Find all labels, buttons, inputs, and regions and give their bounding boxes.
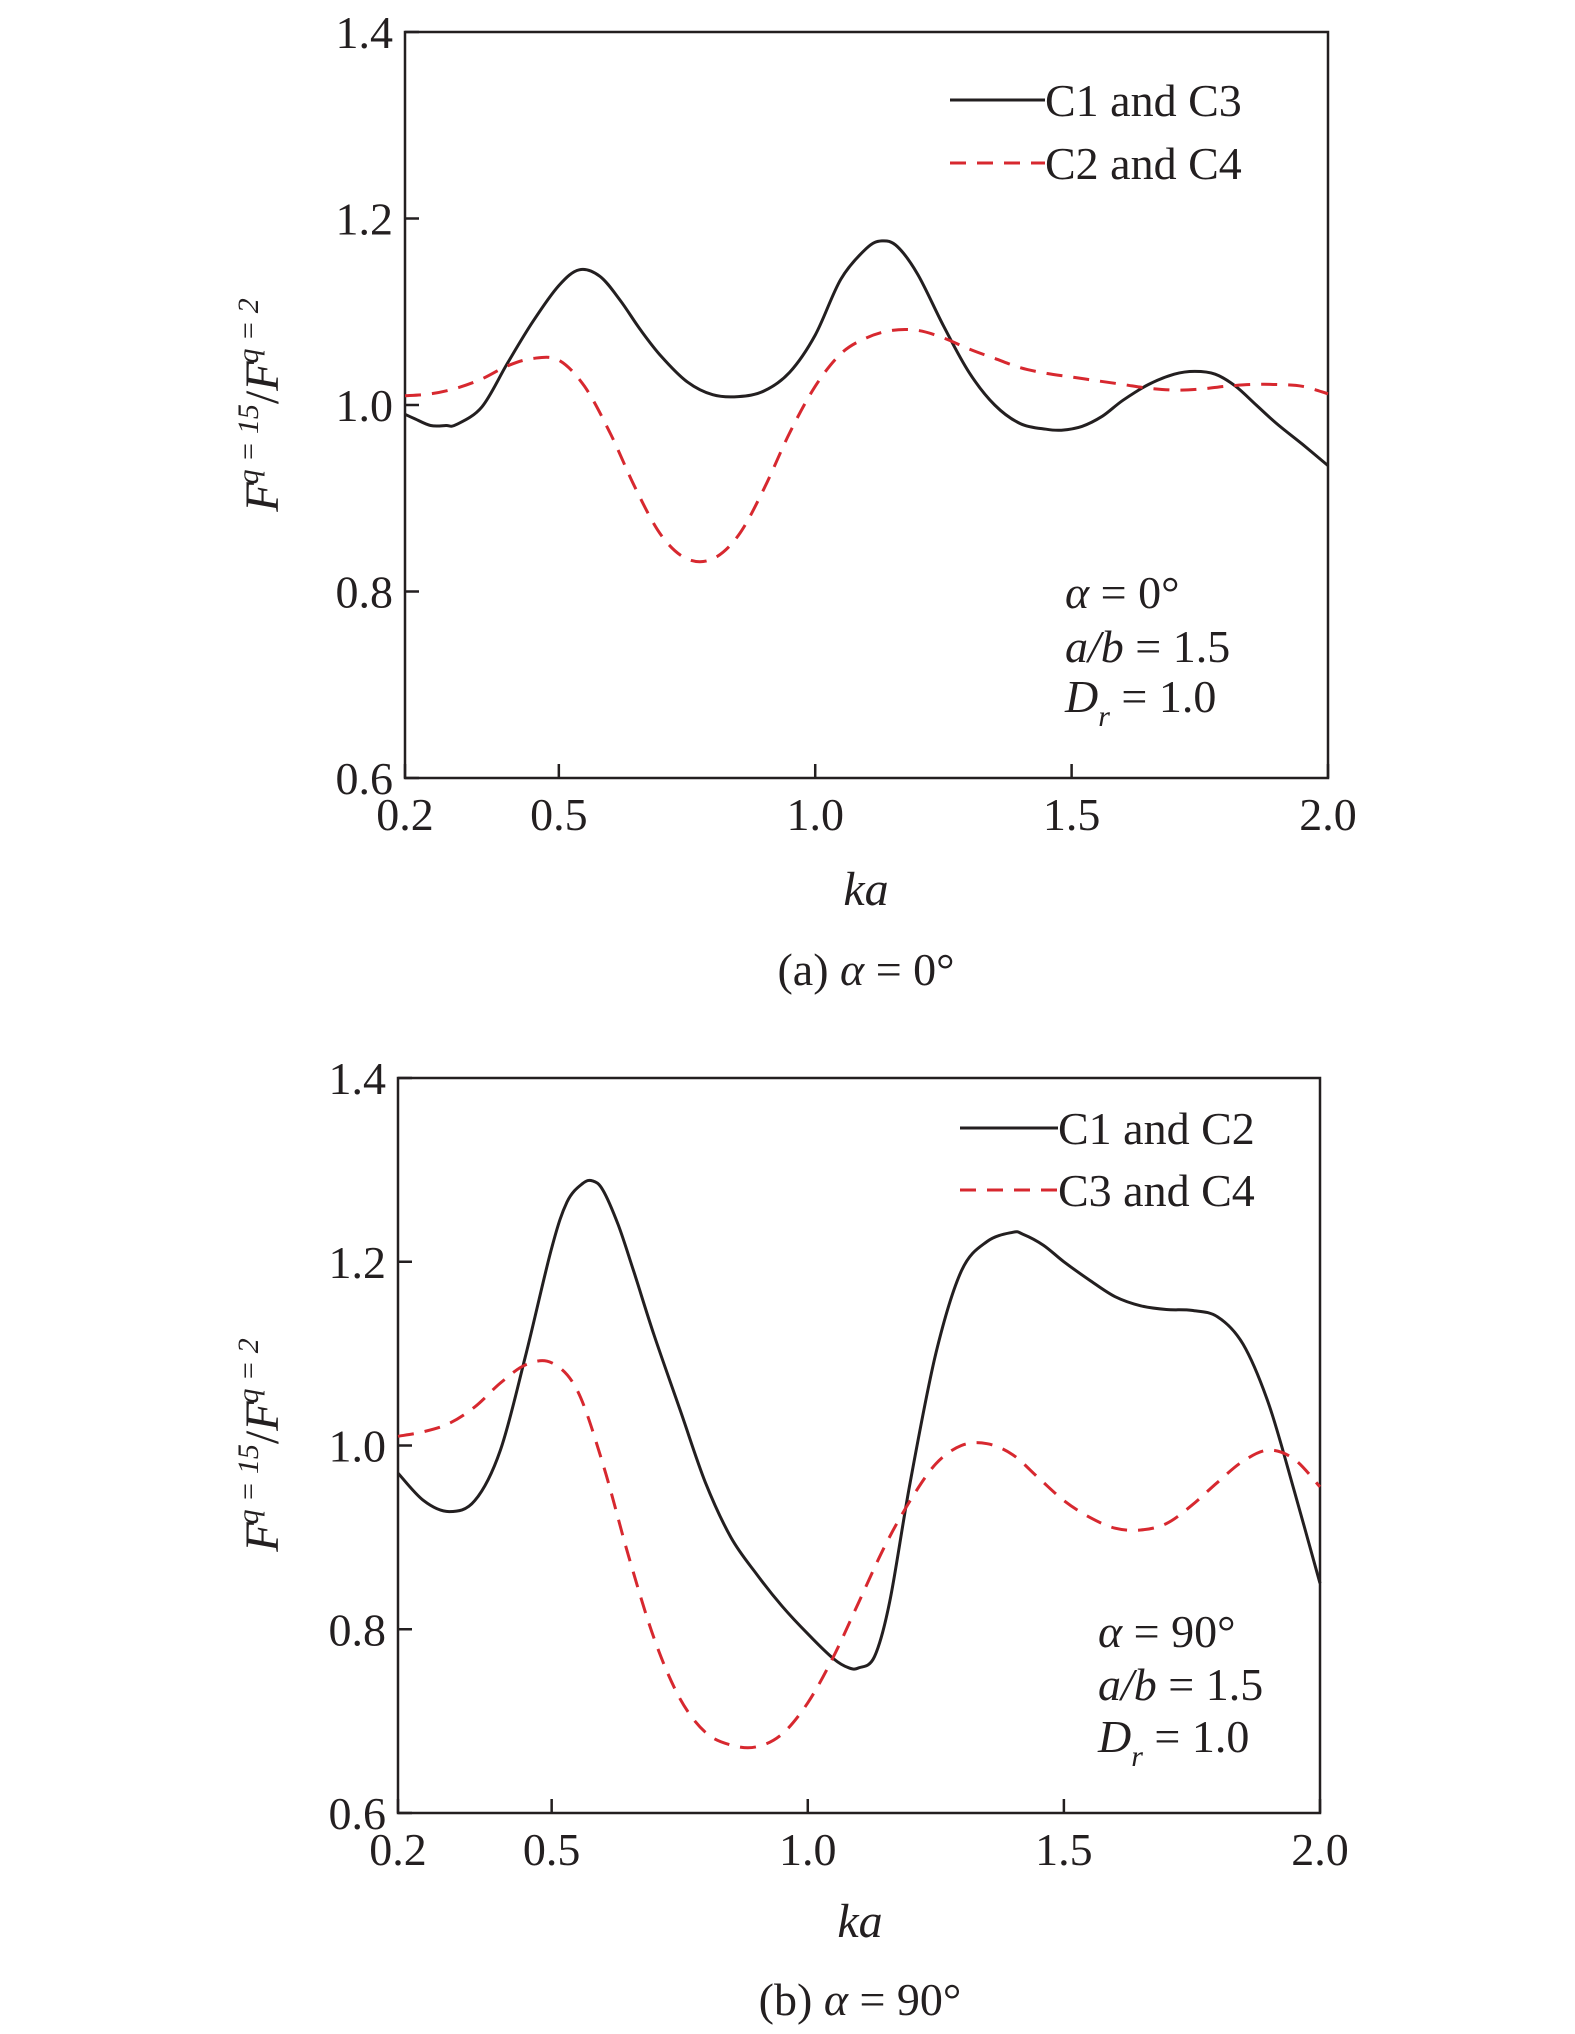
x-axis-label-a: ka [843,863,888,916]
series-lines-a [404,239,1329,564]
legend-label-series-2: C3 and C4 [1058,1165,1255,1216]
annotation-alpha: α = 0° [1065,567,1180,618]
y-tick-label: 0.8 [329,1604,387,1655]
x-tick-label: 2.0 [1291,1824,1349,1875]
legend-label-series-1: C1 and C3 [1045,75,1242,126]
series-line-1 [404,239,1329,467]
x-tick-labels-a: 0.2 0.5 1.0 1.5 2.0 [376,789,1357,840]
x-tick-label: 1.5 [1035,1824,1093,1875]
y-tick-labels-a: 0.6 0.8 1.0 1.2 1.4 [336,7,394,804]
legend-a: C1 and C3 C2 and C4 [950,75,1242,189]
caption-a: (a) α = 0° [777,944,954,995]
annotation-dr: Dr = 1.0 [1097,1711,1249,1773]
x-tick-label: 0.2 [369,1824,427,1875]
series-line-1 [396,1178,1322,1671]
parameter-annotation-b: α = 90° a/b = 1.5 Dr = 1.0 [1097,1606,1263,1773]
x-tick-label: 0.5 [530,789,588,840]
y-tick-label: 1.2 [329,1237,387,1288]
axis-ticks-b [396,1076,1322,1815]
annotation-alpha: α = 90° [1098,1606,1236,1657]
x-tick-label: 0.5 [523,1824,581,1875]
parameter-annotation-a: α = 0° a/b = 1.5 Dr = 1.0 [1064,567,1230,733]
y-tick-label: 0.8 [336,567,394,618]
y-tick-label: 0.6 [329,1788,387,1839]
x-tick-label: 2.0 [1299,789,1357,840]
x-tick-labels-b: 0.2 0.5 1.0 1.5 2.0 [369,1824,1349,1875]
legend-label-series-2: C2 and C4 [1045,138,1242,189]
y-tick-labels-b: 0.6 0.8 1.0 1.2 1.4 [329,1053,387,1839]
annotation-aspect-ratio: a/b = 1.5 [1098,1659,1263,1710]
y-tick-label: 1.0 [329,1421,387,1472]
series-lines-b [396,1178,1322,1750]
y-axis-label-a: Fq = 15/Fq = 2 [232,298,289,513]
annotation-dr: Dr = 1.0 [1064,671,1216,733]
legend-b: C1 and C2 C3 and C4 [960,1103,1255,1216]
y-tick-label: 1.4 [336,7,394,58]
legend-label-series-1: C1 and C2 [1058,1103,1255,1154]
y-tick-label: 1.2 [336,194,394,245]
annotation-aspect-ratio: a/b = 1.5 [1065,621,1230,672]
caption-b: (b) α = 90° [759,1974,962,2025]
y-axis-label-b: Fq = 15/Fq = 2 [232,1338,289,1553]
y-tick-label: 1.0 [336,380,394,431]
axis-ticks-a [403,30,1330,780]
series-line-2 [397,1359,1322,1750]
x-tick-label: 1.0 [786,789,844,840]
y-tick-label: 0.6 [336,753,394,804]
panel-a: 0.6 0.8 1.0 1.2 1.4 0.2 0.5 1.0 1.5 2.0 C1 and C… [232,7,1357,995]
y-tick-label: 1.4 [329,1053,387,1104]
x-tick-label: 0.2 [376,789,434,840]
panel-b: 0.6 0.8 1.0 1.2 1.4 0.2 0.5 1.0 1.5 2.0 C1 and C… [232,1053,1349,2025]
series-line-2 [404,328,1329,564]
x-tick-label: 1.5 [1043,789,1101,840]
x-axis-label-b: ka [837,1895,882,1948]
x-tick-label: 1.0 [779,1824,837,1875]
